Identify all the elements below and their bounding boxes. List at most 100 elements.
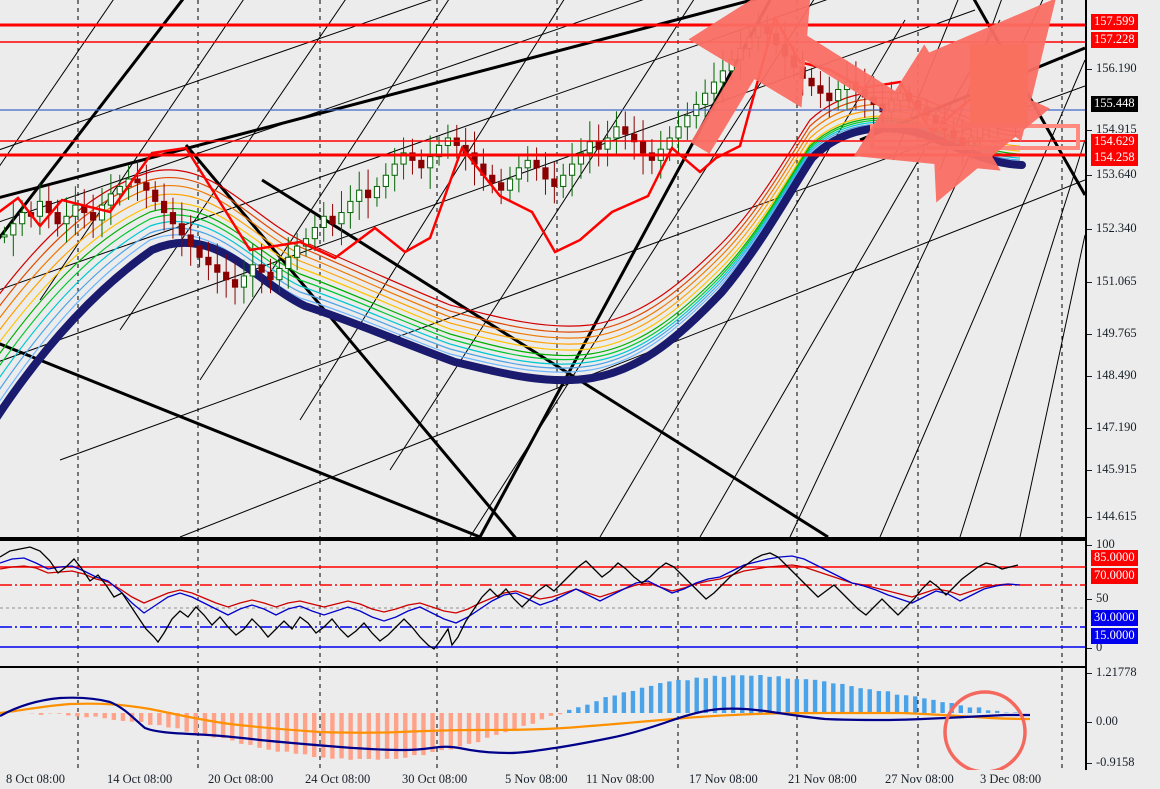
candle-body[interactable]	[311, 226, 318, 240]
candle-body[interactable]	[790, 55, 797, 68]
candle-body[interactable]	[959, 137, 966, 146]
candle-body[interactable]	[329, 215, 336, 225]
candle-body[interactable]	[826, 92, 833, 102]
candle-body[interactable]	[639, 141, 647, 154]
candle-body[interactable]	[320, 215, 327, 228]
candle-body[interactable]	[45, 200, 52, 214]
candle-body[interactable]	[427, 156, 434, 169]
candle-body[interactable]	[728, 59, 735, 72]
candle-body[interactable]	[568, 163, 576, 176]
time-axis-area[interactable]: 8 Oct 08:00 14 Oct 08:00 20 Oct 08:00 24 Oc…	[0, 770, 1160, 789]
rsi-panel[interactable]	[0, 539, 1085, 668]
candle-body[interactable]	[143, 182, 150, 191]
candle-body[interactable]	[799, 66, 806, 79]
candle-body[interactable]	[444, 137, 452, 146]
candle-body[interactable]	[666, 137, 673, 150]
candle-body[interactable]	[968, 137, 975, 146]
candle-body[interactable]	[169, 212, 177, 225]
candle-body[interactable]	[631, 133, 638, 143]
directional-arrows[interactable]	[688, 0, 1057, 203]
candle-body[interactable]	[613, 126, 620, 139]
candle-body[interactable]	[498, 182, 505, 191]
price-tag[interactable]: 155.448	[1091, 96, 1138, 112]
macd-signal-circle[interactable]	[943, 690, 1027, 770]
candle-body[interactable]	[214, 264, 221, 273]
candle-body[interactable]	[391, 163, 398, 176]
candle-body[interactable]	[595, 141, 602, 150]
price-tag[interactable]: 154.629	[1091, 134, 1138, 150]
candle-body[interactable]	[373, 185, 381, 199]
candle-body[interactable]	[116, 185, 123, 195]
candle-body[interactable]	[240, 275, 248, 288]
price-chart-panel[interactable]	[0, 0, 1085, 539]
macd-panel[interactable]	[0, 666, 1085, 773]
candle-body[interactable]	[187, 234, 194, 247]
candle-body[interactable]	[710, 81, 718, 94]
candle-body[interactable]	[36, 200, 44, 217]
price-tag[interactable]: 157.228	[1091, 32, 1138, 48]
candle-body[interactable]	[622, 126, 629, 135]
trendline-major[interactable]	[0, 0, 1085, 537]
candle-body[interactable]	[276, 268, 283, 281]
candle-body[interactable]	[231, 279, 239, 288]
candle-body[interactable]	[285, 256, 292, 269]
price-tag[interactable]: 157.599	[1091, 14, 1138, 30]
candle-body[interactable]	[196, 245, 203, 258]
right-axis-area[interactable]: 156.190 154.915 153.640 152.340 151.065 149.7…	[1085, 0, 1160, 770]
candle-body[interactable]	[152, 189, 159, 202]
candle-body[interactable]	[54, 212, 61, 225]
rsi-tag[interactable]: 15.0000	[1091, 628, 1138, 644]
candle-body[interactable]	[515, 167, 522, 180]
candle-body[interactable]	[542, 167, 549, 180]
candle-body[interactable]	[90, 212, 97, 221]
candle-body[interactable]	[258, 264, 265, 273]
rsi-tag[interactable]: 70.0000	[1091, 568, 1138, 584]
candle-body[interactable]	[418, 159, 425, 169]
candle-body[interactable]	[382, 174, 389, 187]
price-tag[interactable]: 154.258	[1091, 150, 1138, 166]
candle-body[interactable]	[107, 193, 114, 206]
candle-body[interactable]	[604, 137, 611, 150]
candle-body[interactable]	[19, 212, 26, 225]
candle-body[interactable]	[160, 200, 168, 214]
candle-body[interactable]	[10, 223, 17, 236]
candle-body[interactable]	[178, 223, 185, 236]
candle-body[interactable]	[400, 152, 407, 165]
candle-body[interactable]	[356, 189, 363, 202]
candle-body[interactable]	[409, 152, 416, 161]
candle-body[interactable]	[719, 70, 726, 83]
candle-body[interactable]	[506, 178, 514, 191]
candle-body[interactable]	[63, 215, 70, 225]
candle-body[interactable]	[648, 152, 656, 161]
candle-body[interactable]	[577, 152, 585, 165]
candle-body[interactable]	[533, 159, 540, 169]
candle-body[interactable]	[134, 178, 141, 184]
candle-body[interactable]	[586, 141, 593, 154]
rsi-level-lines[interactable]	[0, 566, 1085, 648]
candle-body[interactable]	[223, 271, 230, 281]
trendline-fan-thin[interactable]	[0, 0, 1085, 537]
candle-body[interactable]	[338, 212, 345, 225]
candle-body[interactable]	[249, 264, 256, 277]
rsi-tag[interactable]: 85.0000	[1091, 550, 1138, 566]
candle-body[interactable]	[98, 204, 106, 221]
candle-body[interactable]	[435, 144, 443, 158]
candle-body[interactable]	[489, 174, 496, 184]
candle-body[interactable]	[817, 85, 824, 94]
candle-body[interactable]	[551, 178, 558, 187]
candle-body[interactable]	[1, 234, 8, 238]
candle-body[interactable]	[453, 137, 460, 146]
candle-body[interactable]	[294, 245, 301, 258]
candle-body[interactable]	[347, 200, 354, 214]
candle-body[interactable]	[675, 126, 682, 139]
candle-body[interactable]	[524, 159, 531, 169]
rsi-tag[interactable]: 30.0000	[1091, 610, 1138, 626]
candle-body[interactable]	[72, 204, 79, 217]
candle-body[interactable]	[702, 92, 709, 105]
candle-body[interactable]	[205, 256, 212, 266]
candle-body[interactable]	[684, 115, 691, 128]
candle-body[interactable]	[560, 174, 567, 187]
candle-body[interactable]	[364, 189, 372, 199]
candle-body[interactable]	[808, 77, 815, 87]
candle-body[interactable]	[267, 271, 274, 281]
